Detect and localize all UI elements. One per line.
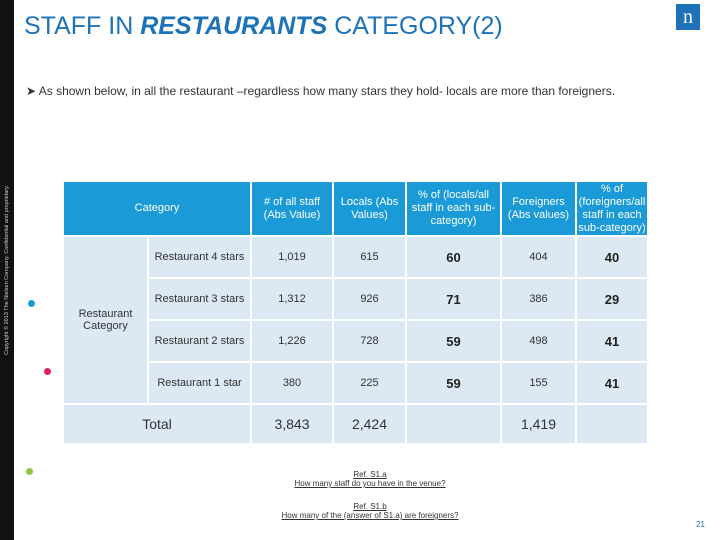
row-label: Restaurant 3 stars: [147, 277, 252, 321]
header-row: Category # of all staff (Abs Value) Loca…: [62, 180, 649, 237]
staff-table: Category # of all staff (Abs Value) Loca…: [62, 180, 649, 445]
cell: 728: [332, 319, 407, 363]
cell: 60: [405, 235, 502, 279]
row-label: Restaurant 4 stars: [147, 235, 252, 279]
footnote: Ref. S1.b How many of the (answer of S1.a…: [220, 502, 520, 520]
cell: 1,419: [500, 403, 577, 445]
decor-dot: [44, 368, 51, 375]
cell: 225: [332, 361, 407, 405]
table-row: Restaurant 3 stars 1,312 926 71 386 29: [63, 277, 649, 321]
cell: 2,424: [332, 403, 407, 445]
footnote-ref: Ref. S1.a: [353, 470, 387, 479]
decor-dot: [26, 468, 33, 475]
total-row: Total 3,843 2,424 1,419: [62, 403, 649, 445]
cell: 40: [575, 235, 649, 279]
table-row: Restaurant 2 stars 1,226 728 59 498 41: [63, 319, 649, 363]
table-row: Restaurant 1 star 380 225 59 155 41: [63, 361, 649, 405]
bullet-text: As shown below, in all the restaurant –r…: [38, 84, 616, 98]
slide-title: STAFF IN RESTAURANTS CATEGORY(2): [24, 12, 503, 41]
title-emph: RESTAURANTS: [140, 12, 328, 40]
cell: 71: [405, 277, 502, 321]
bullet: ➤ As shown below, in all the restaurant …: [26, 84, 615, 98]
footnote-question: How many staff do you have in the venue?: [294, 479, 446, 488]
cell: 386: [500, 277, 577, 321]
header-cell: % of (locals/all staff in each sub-categ…: [405, 180, 502, 237]
header-cell: Locals (Abs Values): [332, 180, 407, 237]
table-body: Restaurant Category Restaurant 4 stars 1,0…: [62, 235, 649, 445]
cell: 498: [500, 319, 577, 363]
cell: [575, 403, 649, 445]
total-label: Total: [62, 403, 252, 445]
decor-dot: [28, 300, 35, 307]
cell: 615: [332, 235, 407, 279]
footnote-ref: Ref. S1.b: [353, 502, 387, 511]
cell: 404: [500, 235, 577, 279]
header-cell: % of (foreigners/all staff in each sub-c…: [575, 180, 649, 237]
cell: 380: [250, 361, 334, 405]
cell: 41: [575, 361, 649, 405]
bullet-arrow: ➤: [26, 84, 39, 98]
logo: n: [676, 4, 700, 30]
cell: 41: [575, 319, 649, 363]
header-cell: # of all staff (Abs Value): [250, 180, 334, 237]
group-cell: Restaurant Category: [62, 235, 149, 405]
header-cell: Category: [62, 180, 252, 237]
cell: 1,226: [250, 319, 334, 363]
title-suffix: CATEGORY(2): [327, 12, 503, 40]
cell: 1,019: [250, 235, 334, 279]
cell: 59: [405, 319, 502, 363]
header-cell: Foreigners (Abs values): [500, 180, 577, 237]
copyright: Copyright © 2013 The Nielsen Company. Co…: [4, 184, 10, 356]
row-label: Restaurant 1 star: [147, 361, 252, 405]
footnote-question: How many of the (answer of S1.a) are for…: [281, 511, 459, 520]
cell: 3,843: [250, 403, 334, 445]
table-row: Restaurant Category Restaurant 4 stars 1,0…: [62, 235, 649, 405]
title-prefix: STAFF IN: [24, 12, 141, 40]
footnote: Ref. S1.a How many staff do you have in t…: [220, 470, 520, 488]
cell: [405, 403, 502, 445]
page-number: 21: [696, 520, 705, 529]
cell: 155: [500, 361, 577, 405]
cell: 29: [575, 277, 649, 321]
cell: 1,312: [250, 277, 334, 321]
cell: 926: [332, 277, 407, 321]
cell: 59: [405, 361, 502, 405]
side-strip: [0, 0, 14, 540]
row-label: Restaurant 2 stars: [147, 319, 252, 363]
